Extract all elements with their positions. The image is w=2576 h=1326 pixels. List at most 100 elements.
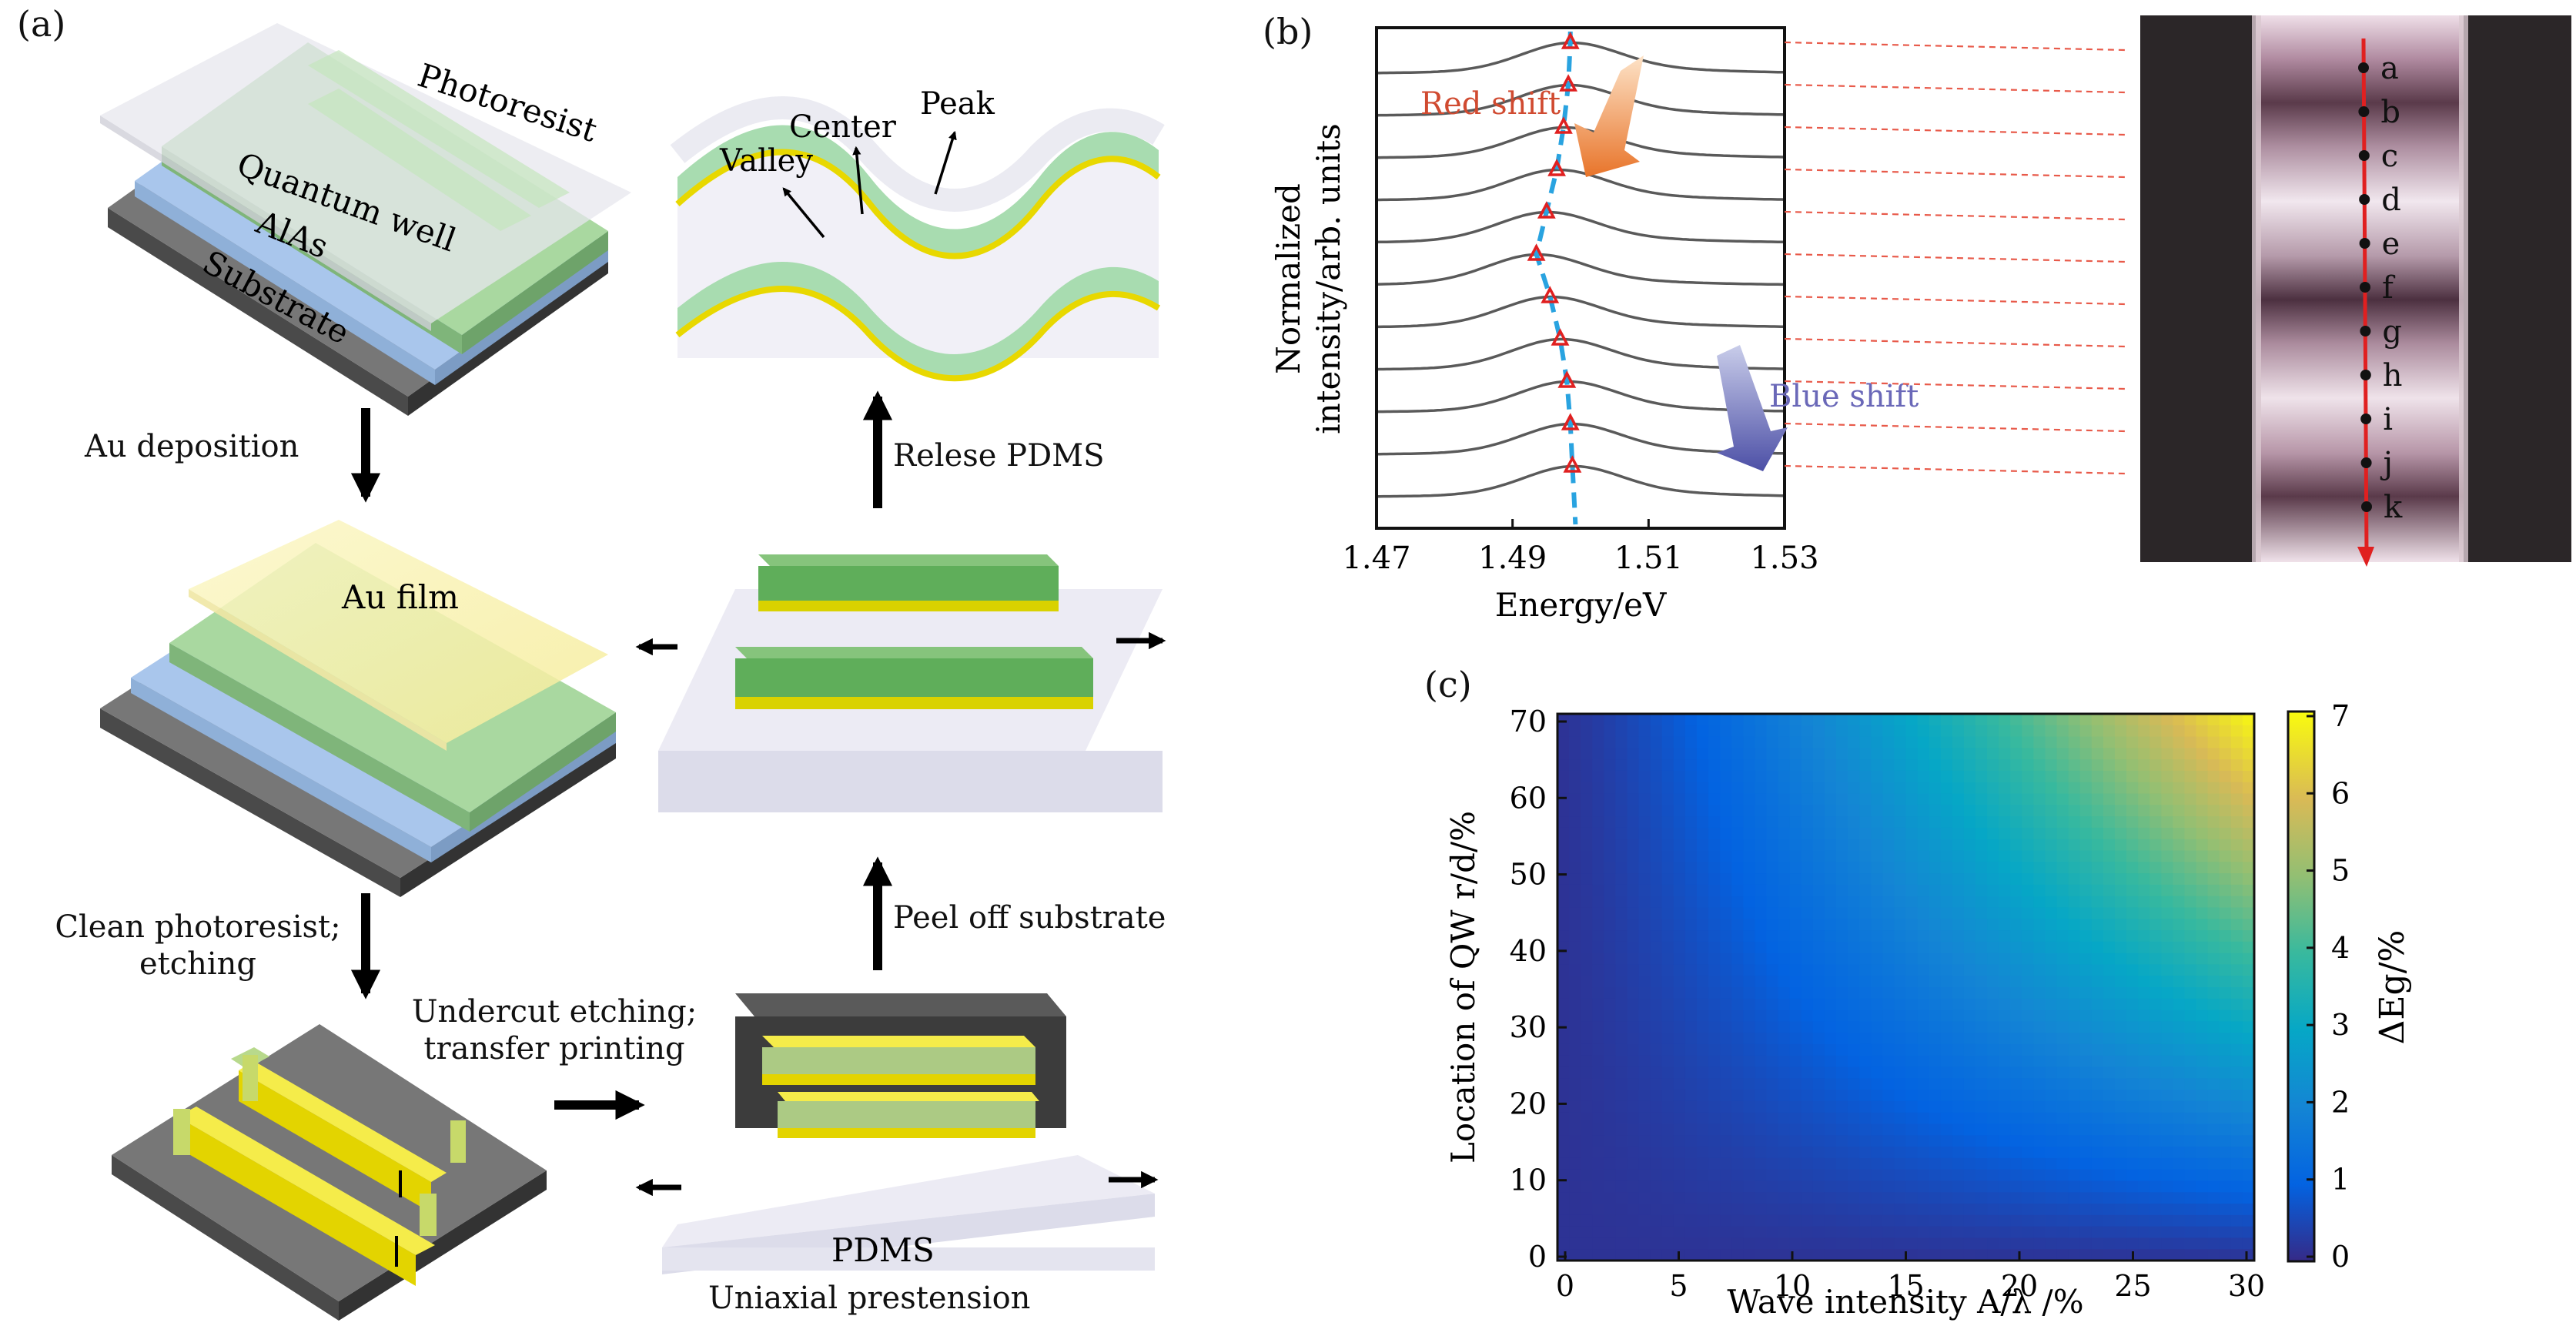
heatmap-cell <box>1684 1090 1698 1102</box>
heatmap-cell <box>2230 953 2243 966</box>
heatmap-cell <box>1940 725 1953 738</box>
heatmap-cell <box>1615 770 1628 783</box>
micro-label-j: j <box>2380 446 2393 481</box>
heatmap-cell <box>1650 862 1663 874</box>
heatmap-cell <box>1778 884 1791 897</box>
heatmap-cell <box>1801 1237 1814 1250</box>
heatmap-cell <box>1569 1192 1581 1204</box>
heatmap-cell <box>2115 736 2127 748</box>
heatmap-cell <box>1952 1078 1965 1090</box>
heatmap-cell <box>1650 839 1663 852</box>
heatmap-cell <box>1963 805 1976 817</box>
heatmap-cell <box>1673 1204 1686 1216</box>
heatmap-cell <box>1812 1237 1825 1250</box>
heatmap-cell <box>1905 862 1919 874</box>
heatmap-cell <box>1812 725 1825 738</box>
heatmap-cell <box>1812 805 1825 817</box>
heatmap-cell <box>1604 1226 1617 1239</box>
heatmap-cell <box>1592 1112 1604 1125</box>
heatmap-cell <box>1697 770 1709 783</box>
heatmap-cell <box>2045 1112 2058 1125</box>
heatmap-cell <box>1661 1192 1674 1204</box>
heatmap-cell <box>2033 1123 2046 1136</box>
heatmap-cell <box>1557 896 1570 909</box>
heatmap-cell <box>2033 725 2046 738</box>
heatmap-cell <box>2184 1043 2197 1056</box>
heatmap-cell <box>1882 782 1895 795</box>
heatmap-cell <box>1720 748 1732 760</box>
heatmap-cell <box>1987 1204 1999 1216</box>
heatmap-cell <box>2207 1192 2220 1204</box>
heatmap-cell <box>1708 976 1721 988</box>
heatmap-cell <box>2196 1010 2209 1022</box>
heatmap-cell <box>1684 1147 1698 1159</box>
heatmap-cell <box>2115 862 2127 874</box>
heatmap-cell <box>1975 1100 1988 1113</box>
heatmap-cell <box>1661 805 1674 817</box>
heatmap-cell <box>1836 1226 1848 1239</box>
heatmap-cell <box>1778 770 1791 783</box>
heatmap-cell <box>1684 987 1698 1000</box>
heatmap-cell <box>1859 1123 1872 1136</box>
heatmap-cell <box>2138 1066 2150 1079</box>
heatmap-cell <box>1940 1249 1953 1261</box>
heatmap-cell <box>1697 1055 1709 1068</box>
heatmap-cell <box>2230 1157 2243 1170</box>
heatmap-cell <box>2091 1180 2104 1193</box>
heatmap-cell <box>1987 976 1999 988</box>
heatmap-cell <box>1697 1249 1709 1261</box>
heatmap-cell <box>2184 736 2197 748</box>
micro-point-b <box>2358 106 2370 117</box>
heatmap-cell <box>1789 941 1802 954</box>
heatmap-cell <box>1952 839 1965 852</box>
heatmap-cell <box>2196 976 2209 988</box>
heatmap-cell <box>1650 1237 1663 1250</box>
heatmap-cell <box>1661 736 1674 748</box>
heatmap-cell <box>1975 1043 1988 1056</box>
heatmap-cell <box>2033 793 2046 805</box>
heatmap-cell <box>1708 1180 1721 1193</box>
heatmap-cell <box>2230 884 2243 897</box>
heatmap-cell <box>1569 1043 1581 1056</box>
heatmap-cell <box>1789 976 1802 988</box>
heatmap-cell <box>2184 805 2197 817</box>
heatmap-cell <box>1801 919 1814 931</box>
heatmap-cell <box>1894 862 1907 874</box>
heatmap-cell <box>1836 816 1848 829</box>
heatmap-cell <box>1801 987 1814 1000</box>
heatmap-cell <box>1731 987 1744 1000</box>
heatmap-cell <box>2126 1157 2139 1170</box>
heatmap-cell <box>1975 782 1988 795</box>
heatmap-cell <box>1917 1112 1930 1125</box>
heatmap-cell <box>1789 1135 1802 1147</box>
heatmap-cell <box>1894 1090 1907 1102</box>
heatmap-cell <box>2242 862 2255 874</box>
heatmap-cell <box>1766 1033 1779 1045</box>
heatmap-cell <box>2230 1033 2243 1045</box>
heatmap-cell <box>2068 1112 2081 1125</box>
heatmap-cell <box>1987 850 1999 862</box>
heatmap-cell <box>2242 782 2255 795</box>
heatmap-cell <box>1743 987 1756 1000</box>
heatmap-cell <box>2149 1112 2162 1125</box>
heatmap-cell <box>1569 839 1581 852</box>
label-au-film: Au film <box>341 578 459 616</box>
heatmap-cell <box>1824 896 1837 909</box>
heatmap-cell <box>1592 987 1604 1000</box>
heatmap-cell <box>1987 930 1999 943</box>
heatmap-cell <box>1766 1043 1779 1056</box>
heatmap-cell <box>2103 748 2116 760</box>
heatmap-cell <box>1859 976 1872 988</box>
heatmap-cell <box>1940 862 1953 874</box>
heatmap-cell <box>2103 1192 2116 1204</box>
heatmap-cell <box>1697 1169 1709 1182</box>
heatmap-cell <box>1963 1066 1976 1079</box>
heatmap-cell <box>1848 1055 1860 1068</box>
heatmap-cell <box>1766 1123 1779 1136</box>
heatmap-cell <box>2161 1147 2174 1159</box>
heatmap-cell <box>2138 998 2150 1011</box>
heatmap-cell <box>2068 1033 2081 1045</box>
heatmap-cell <box>2149 1033 2162 1045</box>
heatmap-cell <box>1999 1204 2011 1216</box>
heatmap-cell <box>1789 850 1802 862</box>
